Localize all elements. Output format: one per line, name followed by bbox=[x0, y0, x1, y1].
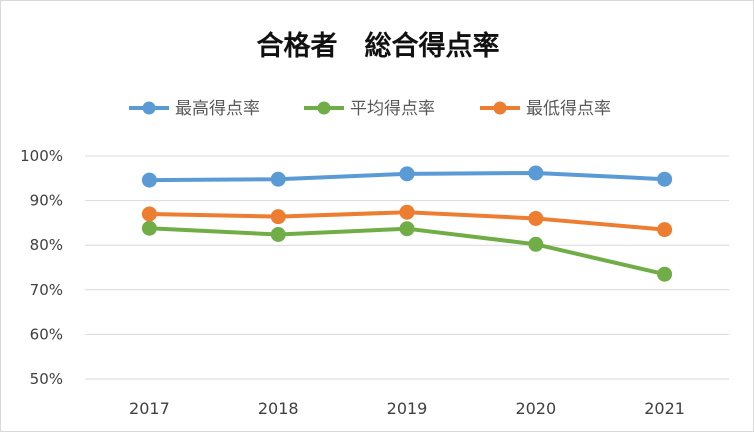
legend: 最高得点率 平均得点率 最低得点率 bbox=[129, 99, 611, 119]
legend-label: 平均得点率 bbox=[350, 99, 435, 119]
y-tick-label: 50% bbox=[30, 370, 63, 388]
y-tick-label: 90% bbox=[30, 192, 63, 210]
data-point bbox=[399, 204, 415, 220]
y-tick-label: 60% bbox=[30, 325, 63, 343]
y-tick-label: 100% bbox=[20, 147, 63, 165]
series-2 bbox=[141, 204, 673, 238]
series-1 bbox=[141, 220, 673, 282]
chart-title: 合格者 総合得点率 bbox=[257, 30, 500, 62]
x-tick-label: 2021 bbox=[644, 399, 685, 418]
data-point bbox=[657, 171, 673, 187]
data-point bbox=[399, 166, 415, 182]
legend-item: 最高得点率 bbox=[129, 99, 260, 119]
legend-item: 最低得点率 bbox=[480, 99, 611, 119]
data-point bbox=[528, 165, 544, 181]
y-axis-ticks: 100% 90% 80% 70% 60% 50% bbox=[20, 147, 63, 388]
legend-label: 最高得点率 bbox=[175, 99, 260, 119]
data-point bbox=[528, 236, 544, 252]
series-lines bbox=[141, 165, 673, 282]
gridlines bbox=[85, 155, 729, 380]
legend-swatch-marker bbox=[493, 101, 507, 115]
legend-label: 最低得点率 bbox=[526, 99, 611, 119]
x-tick-label: 2020 bbox=[515, 399, 556, 418]
data-point bbox=[657, 266, 673, 282]
legend-swatch-marker bbox=[317, 101, 331, 115]
legend-item: 平均得点率 bbox=[304, 99, 435, 119]
data-point bbox=[528, 210, 544, 226]
data-point bbox=[270, 209, 286, 225]
legend-swatch-marker bbox=[142, 101, 156, 115]
data-point bbox=[141, 206, 157, 222]
series-0 bbox=[141, 165, 673, 188]
data-point bbox=[141, 220, 157, 236]
data-point bbox=[270, 226, 286, 242]
data-point bbox=[270, 171, 286, 187]
data-point bbox=[141, 172, 157, 188]
x-tick-label: 2017 bbox=[129, 399, 170, 418]
data-point bbox=[657, 222, 673, 238]
x-axis-ticks: 2017 2018 2019 2020 2021 bbox=[129, 399, 685, 418]
x-tick-label: 2018 bbox=[258, 399, 299, 418]
y-tick-label: 80% bbox=[30, 236, 63, 254]
x-tick-label: 2019 bbox=[387, 399, 428, 418]
y-tick-label: 70% bbox=[30, 281, 63, 299]
data-point bbox=[399, 221, 415, 237]
